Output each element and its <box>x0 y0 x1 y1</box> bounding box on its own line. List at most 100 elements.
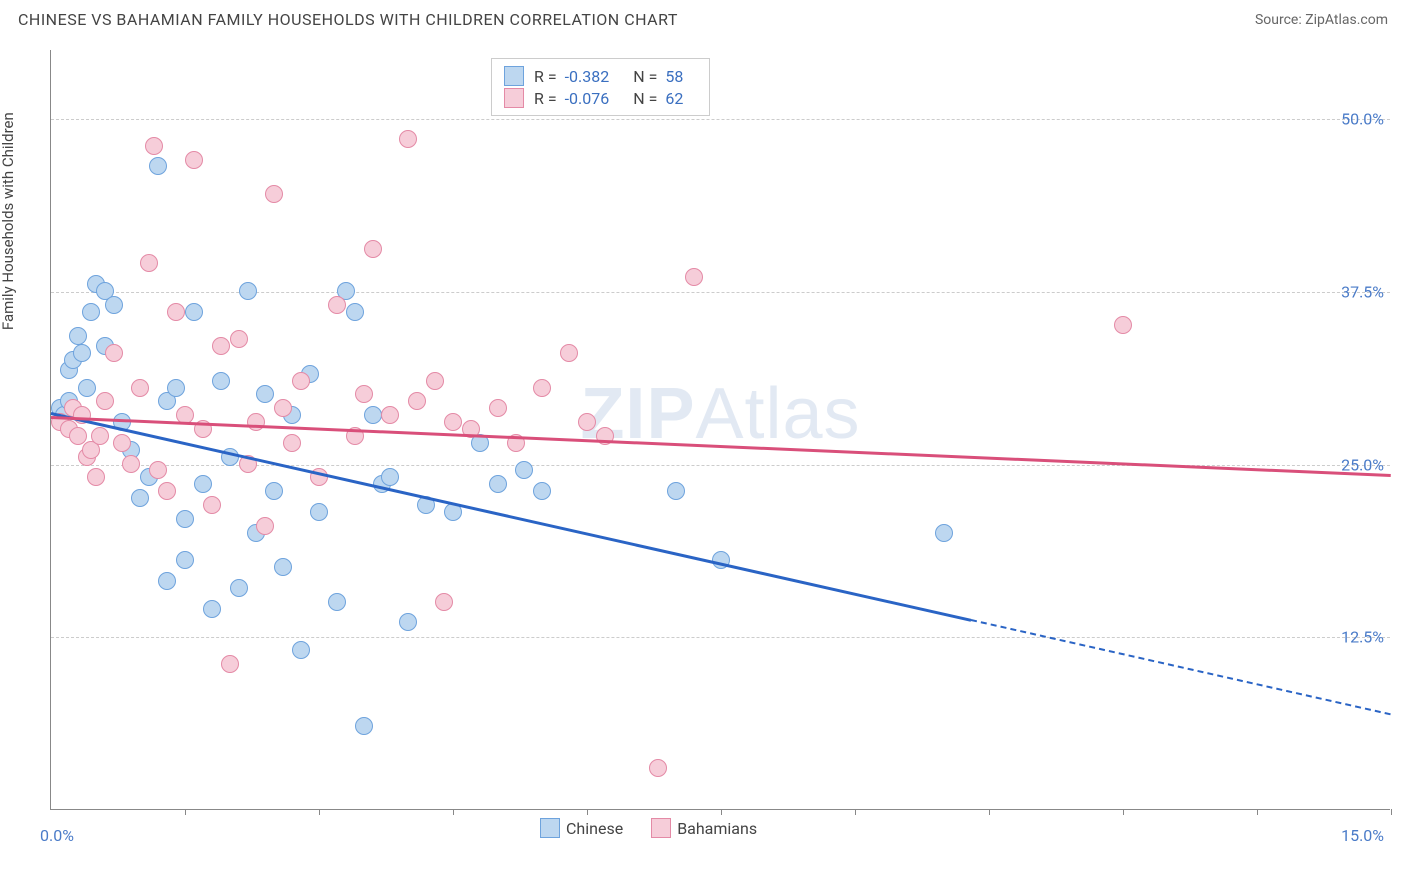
scatter-point <box>274 558 292 576</box>
scatter-point <box>667 482 685 500</box>
gridline <box>51 119 1390 120</box>
chinese-swatch-icon <box>540 818 560 838</box>
scatter-point <box>489 399 507 417</box>
scatter-point <box>87 468 105 486</box>
bahamians-label: Bahamians <box>677 819 757 838</box>
scatter-point <box>176 510 194 528</box>
scatter-point <box>381 468 399 486</box>
x-tick <box>855 809 856 815</box>
scatter-point <box>364 240 382 258</box>
scatter-point <box>560 344 578 362</box>
scatter-point <box>292 372 310 390</box>
scatter-point <box>230 579 248 597</box>
x-tick <box>1123 809 1124 815</box>
r-label: R = <box>534 89 557 108</box>
scatter-point <box>105 296 123 314</box>
x-tick <box>1391 809 1392 815</box>
scatter-point <box>185 151 203 169</box>
scatter-point <box>230 330 248 348</box>
scatter-point <box>328 296 346 314</box>
series-legend-chinese: Chinese <box>540 818 623 838</box>
header: CHINESE VS BAHAMIAN FAMILY HOUSEHOLDS WI… <box>0 0 1406 35</box>
scatter-point <box>649 759 667 777</box>
watermark-rest: Atlas <box>695 374 860 454</box>
scatter-point <box>145 137 163 155</box>
correlation-legend-row-chinese: R = -0.382 N = 58 <box>504 65 697 87</box>
scatter-point <box>381 406 399 424</box>
scatter-point <box>131 379 149 397</box>
correlation-legend-row-bahamians: R = -0.076 N = 62 <box>504 87 697 109</box>
scatter-point <box>239 282 257 300</box>
scatter-point <box>515 461 533 479</box>
scatter-point <box>167 379 185 397</box>
scatter-point <box>310 503 328 521</box>
x-tick <box>721 809 722 815</box>
scatter-point <box>283 434 301 452</box>
y-tick-label: 50.0% <box>1341 110 1384 129</box>
scatter-point <box>292 641 310 659</box>
scatter-point <box>140 254 158 272</box>
bahamians-swatch-icon <box>504 88 524 108</box>
x-tick <box>319 809 320 815</box>
y-tick-label: 12.5% <box>1341 628 1384 647</box>
x-tick <box>185 809 186 815</box>
x-tick <box>587 809 588 815</box>
chart-plot-area: ZIPAtlas R = -0.382 N = 58 R = -0.076 N … <box>50 50 1390 810</box>
scatter-point <box>167 303 185 321</box>
scatter-point <box>408 392 426 410</box>
x-tick <box>989 809 990 815</box>
series-legend-bahamians: Bahamians <box>651 818 757 838</box>
scatter-point <box>355 385 373 403</box>
bahamians-swatch-icon <box>651 818 671 838</box>
scatter-point <box>578 413 596 431</box>
scatter-point <box>221 655 239 673</box>
scatter-point <box>533 482 551 500</box>
bahamians-n-value: 62 <box>665 89 683 108</box>
source-label: Source: <box>1255 12 1302 28</box>
scatter-point <box>158 482 176 500</box>
scatter-point <box>426 372 444 390</box>
n-label: N = <box>633 67 657 86</box>
source-attribution: Source: ZipAtlas.com <box>1255 12 1388 28</box>
gridline <box>51 637 1390 638</box>
scatter-point <box>122 455 140 473</box>
scatter-point <box>73 344 91 362</box>
scatter-point <box>105 344 123 362</box>
x-axis-min: 0.0% <box>40 826 74 845</box>
scatter-point <box>69 327 87 345</box>
scatter-point <box>78 379 96 397</box>
chart-title: CHINESE VS BAHAMIAN FAMILY HOUSEHOLDS WI… <box>18 10 678 29</box>
scatter-point <box>149 157 167 175</box>
chart-container: CHINESE VS BAHAMIAN FAMILY HOUSEHOLDS WI… <box>0 0 1406 892</box>
scatter-point <box>265 185 283 203</box>
scatter-point <box>444 413 462 431</box>
scatter-point <box>435 593 453 611</box>
scatter-point <box>212 372 230 390</box>
correlation-legend: R = -0.382 N = 58 R = -0.076 N = 62 <box>491 58 710 116</box>
r-label: R = <box>534 67 557 86</box>
scatter-point <box>489 475 507 493</box>
scatter-point <box>256 517 274 535</box>
scatter-point <box>176 551 194 569</box>
scatter-point <box>1114 316 1132 334</box>
chinese-swatch-icon <box>504 66 524 86</box>
chinese-label: Chinese <box>566 819 623 838</box>
scatter-point <box>399 613 417 631</box>
n-label: N = <box>633 89 657 108</box>
scatter-point <box>399 130 417 148</box>
scatter-point <box>82 303 100 321</box>
scatter-point <box>533 379 551 397</box>
scatter-point <box>158 572 176 590</box>
scatter-point <box>194 475 212 493</box>
scatter-point <box>212 337 230 355</box>
scatter-point <box>113 434 131 452</box>
y-tick-label: 37.5% <box>1341 282 1384 301</box>
scatter-point <box>91 427 109 445</box>
series-legend: Chinese Bahamians <box>540 818 757 838</box>
x-tick <box>453 809 454 815</box>
scatter-point <box>247 413 265 431</box>
chinese-r-value: -0.382 <box>565 67 610 86</box>
x-tick <box>1257 809 1258 815</box>
scatter-point <box>328 593 346 611</box>
scatter-point <box>256 385 274 403</box>
